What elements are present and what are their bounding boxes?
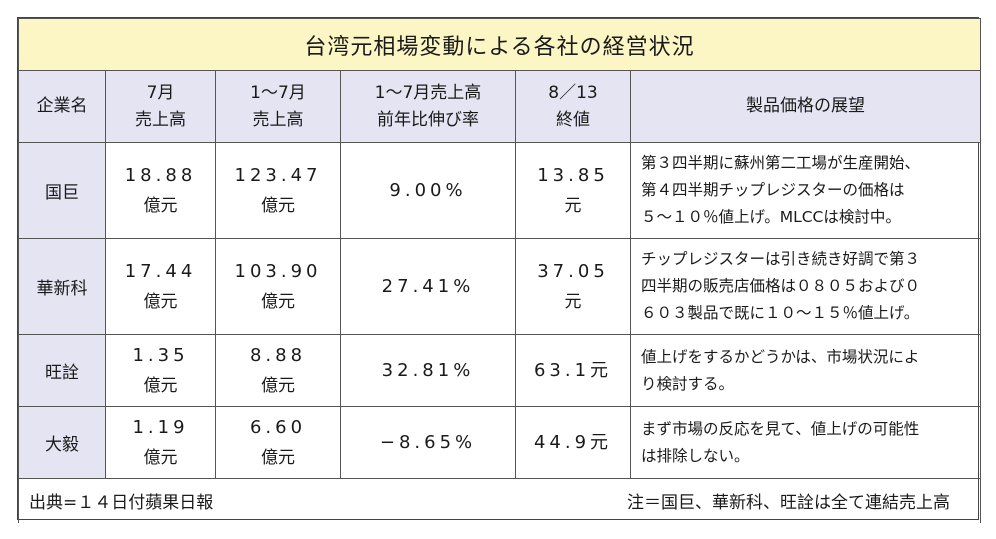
close-cell: 13.85 元: [515, 142, 631, 239]
jul-sales-cell: 1.35 億元: [105, 334, 216, 407]
close-value: 37.05: [537, 260, 609, 282]
outlook-line: チップレジスターは引き続き好調で第３: [641, 250, 921, 268]
table-row: 華新科 17.44 億元 103.90 億元 27.41% 37.05 元 チップレジ…: [18, 238, 982, 335]
outlook-line: 四半期の販売店価格は０８０５および０: [641, 277, 921, 295]
header-jul-sales: 7月 売上高: [105, 70, 216, 143]
outlook-line: ５〜１０％値上げ。MLCCは検討中。: [641, 208, 901, 226]
company-name: 大毅: [18, 406, 106, 479]
header-close-line2: 終値: [556, 109, 590, 130]
header-jul-sales-line1: 7月: [146, 82, 175, 103]
title-row: 台湾元相場変動による各社の経営状況: [17, 18, 982, 71]
outlook-line: は排除しない。: [641, 446, 750, 465]
unit-label: 億元: [261, 375, 295, 396]
ytd-sales-value: 103.90: [234, 260, 322, 282]
header-ytd-sales-line2: 売上高: [252, 109, 304, 130]
jul-sales-value: 1.19: [132, 416, 189, 438]
unit-label: 億元: [261, 195, 295, 216]
jul-sales-value: 1.35: [132, 344, 189, 366]
table-row: 大毅 1.19 億元 6.60 億元 −8.65% 44.9元 まず市場の反応を見て…: [18, 406, 982, 479]
footer-cell: 出典=１４日付蘋果日報 注＝国巨、華新科、旺詮は全て連結売上高: [17, 478, 982, 523]
table-row: 旺詮 1.35 億元 8.88 億元 32.81% 63.1元 値上げをするかどうか…: [18, 334, 982, 407]
growth-cell: 9.00%: [340, 142, 516, 239]
unit-label: 元: [564, 291, 582, 312]
outlook-cell: 値上げをするかどうかは、市場状況によ り検討する。: [629, 334, 982, 407]
close-value: 13.85: [537, 164, 609, 186]
footer-row: 出典=１４日付蘋果日報 注＝国巨、華新科、旺詮は全て連結売上高: [17, 478, 982, 523]
outlook-cell: チップレジスターは引き続き好調で第３ 四半期の販売店価格は０８０５および０ ６０…: [629, 238, 982, 335]
ytd-sales-value: 6.60: [249, 416, 307, 438]
outlook-cell: まず市場の反応を見て、値上げの可能性 は排除しない。: [629, 406, 982, 479]
growth-cell: 27.41%: [340, 238, 516, 335]
jul-sales-value: 17.44: [124, 260, 197, 282]
ytd-sales-cell: 123.47 億元: [215, 142, 341, 239]
header-row: 企業名 7月 売上高 1〜7月 売上高 1〜7月売上高 前年比伸び率 8／13 …: [18, 70, 982, 143]
header-company: 企業名: [18, 70, 106, 143]
remark-note: 注＝国巨、華新科、旺詮は全て連結売上高: [627, 493, 951, 514]
source-note: 出典=１４日付蘋果日報: [29, 493, 214, 514]
header-ytd-sales-line1: 1〜7月: [250, 82, 306, 103]
unit-label: 億元: [143, 447, 178, 468]
outlook-line: 第４四半期チップレジスターの価格は: [641, 181, 905, 199]
header-jul-sales-line2: 売上高: [135, 109, 186, 130]
header-growth-line1: 1〜7月売上高: [374, 82, 482, 103]
unit-label: 億元: [261, 291, 295, 312]
close-cell: 44.9元: [515, 406, 631, 479]
unit-label: 億元: [143, 291, 178, 312]
close-cell: 63.1元: [515, 334, 631, 407]
outlook-line: まず市場の反応を見て、値上げの可能性: [641, 419, 920, 438]
company-name: 旺詮: [18, 334, 106, 407]
outlook-cell: 第３四半期に蘇州第二工場が生産開始、 第４四半期チップレジスターの価格は ５〜１…: [629, 142, 982, 239]
unit-label: 元: [564, 195, 582, 216]
header-growth: 1〜7月売上高 前年比伸び率: [340, 70, 516, 143]
close-cell: 37.05 元: [515, 238, 631, 335]
jul-sales-cell: 1.19 億元: [105, 406, 216, 479]
company-name: 国巨: [18, 142, 106, 239]
outlook-line: り検討する。: [641, 374, 735, 393]
header-close: 8／13 終値: [515, 70, 631, 143]
growth-cell: 32.81%: [340, 334, 516, 407]
company-table-frame: 台湾元相場変動による各社の経営状況 企業名 7月 売上高 1〜7月 売上高 1〜…: [17, 17, 982, 523]
company-table: 台湾元相場変動による各社の経営状況 企業名 7月 売上高 1〜7月 売上高 1〜…: [17, 18, 982, 523]
growth-cell: −8.65%: [340, 406, 516, 479]
header-outlook: 製品価格の展望: [629, 70, 982, 143]
unit-label: 億元: [143, 195, 178, 216]
table-title: 台湾元相場変動による各社の経営状況: [17, 18, 982, 71]
jul-sales-cell: 17.44 億元: [105, 238, 216, 335]
header-close-line1: 8／13: [548, 82, 598, 103]
ytd-sales-value: 8.88: [249, 344, 307, 366]
ytd-sales-cell: 103.90 億元: [215, 238, 341, 335]
ytd-sales-value: 123.47: [234, 164, 322, 186]
jul-sales-cell: 18.88 億元: [105, 142, 216, 239]
company-name: 華新科: [18, 238, 106, 335]
outlook-line: 第３四半期に蘇州第二工場が生産開始、: [641, 154, 921, 172]
unit-label: 億元: [261, 447, 295, 468]
unit-label: 億元: [143, 375, 178, 396]
jul-sales-value: 18.88: [124, 164, 197, 186]
ytd-sales-cell: 8.88 億元: [215, 334, 341, 407]
outlook-line: ６０３製品で既に１０〜１５％値上げ。: [641, 304, 920, 322]
table-row: 国巨 18.88 億元 123.47 億元 9.00% 13.85 元 第３四半期に蘇…: [18, 142, 982, 239]
header-ytd-sales: 1〜7月 売上高: [215, 70, 341, 143]
header-growth-line2: 前年比伸び率: [377, 109, 479, 130]
outlook-line: 値上げをするかどうかは、市場状況によ: [641, 347, 920, 366]
ytd-sales-cell: 6.60 億元: [215, 406, 341, 479]
